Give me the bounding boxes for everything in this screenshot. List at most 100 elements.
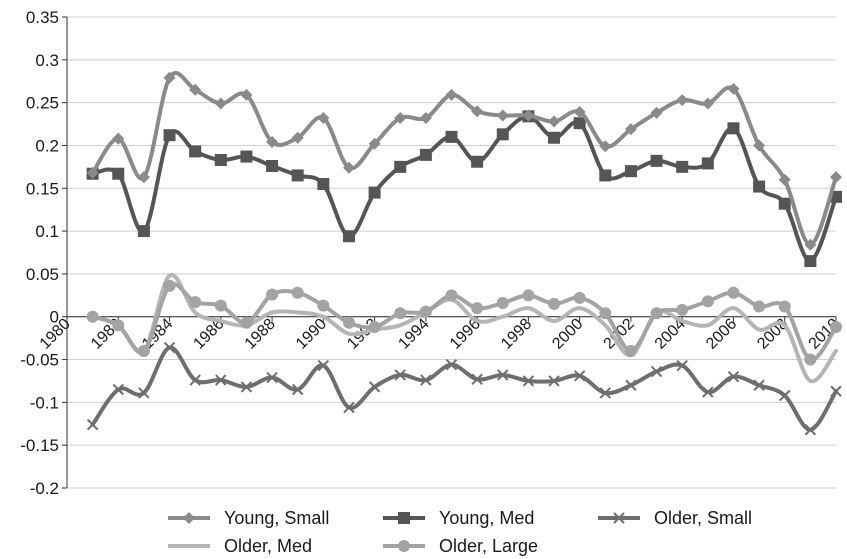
data-point (419, 305, 432, 318)
data-point (830, 321, 842, 334)
data-point (804, 353, 817, 366)
data-point (394, 112, 407, 125)
data-point (701, 97, 714, 110)
data-point (702, 386, 714, 398)
data-point (548, 297, 561, 310)
y-tick-label: 0.25 (26, 94, 59, 113)
data-point (137, 344, 150, 357)
y-tick-label: -0.1 (30, 393, 59, 412)
axes (66, 17, 836, 488)
data-point (804, 255, 817, 268)
series-line-young-med (90, 114, 838, 264)
data-point (625, 379, 637, 391)
y-tick-label: -0.05 (20, 351, 59, 370)
data-point (86, 418, 99, 431)
data-point (496, 297, 509, 310)
data-point (138, 387, 150, 399)
data-point (624, 123, 637, 136)
data-point (291, 169, 304, 182)
legend-item-young-small: Young, Small (168, 508, 329, 528)
data-point (240, 150, 253, 163)
data-point (266, 136, 279, 149)
data-point (830, 171, 842, 184)
data-point (522, 375, 535, 387)
series-line-older-small (90, 345, 838, 432)
data-point (317, 177, 330, 190)
legend-label: Young, Small (224, 508, 329, 528)
data-point (753, 180, 766, 193)
data-point (701, 157, 714, 170)
y-tick-label: 0 (50, 308, 59, 327)
data-point (240, 316, 253, 329)
data-point (650, 307, 663, 320)
data-point (445, 130, 458, 143)
data-point (343, 401, 355, 414)
data-point (497, 369, 509, 381)
gridlines (67, 16, 836, 489)
data-point (189, 296, 202, 309)
data-point (240, 88, 253, 101)
data-point (266, 288, 279, 301)
data-point (189, 83, 202, 96)
data-point (368, 321, 381, 334)
data-point (727, 286, 740, 299)
data-point (471, 373, 483, 385)
data-point (291, 131, 304, 144)
data-point (215, 374, 227, 386)
data-point (163, 129, 176, 142)
data-point (778, 173, 791, 186)
data-point (599, 387, 612, 399)
data-point (676, 94, 689, 107)
y-tick-label: -0.15 (20, 436, 59, 455)
data-point (266, 371, 278, 384)
data-point (368, 381, 381, 393)
data-point (112, 167, 125, 180)
data-point (599, 169, 612, 182)
y-tick-label: 0.35 (26, 8, 59, 27)
data-point (624, 165, 637, 178)
data-point (573, 370, 586, 382)
series-older-large (86, 279, 842, 366)
data-point (548, 375, 560, 387)
data-point (163, 341, 176, 354)
data-point (240, 381, 253, 393)
data-point (496, 109, 509, 122)
data-point (189, 374, 201, 386)
data-point (753, 379, 765, 391)
data-point (778, 300, 791, 313)
data-point (650, 154, 663, 167)
data-point (86, 310, 99, 323)
data-point (368, 137, 381, 150)
data-point (548, 131, 561, 144)
data-point (266, 160, 279, 173)
data-point (727, 370, 740, 383)
data-point (214, 299, 227, 312)
y-axis-tick-labels: 0.35 0.3 0.25 0.2 0.15 0.1 0.05 0 -0.05 -0.1 -0.15… (20, 8, 67, 498)
x-tick-label: 1998 (498, 315, 535, 352)
data-point (394, 369, 406, 381)
legend-marker (398, 512, 410, 524)
series-line-older-med (90, 273, 838, 384)
data-point (445, 358, 458, 371)
data-point (394, 160, 407, 173)
legend-label: Older, Small (654, 508, 752, 528)
data-point (189, 145, 202, 158)
series-young-small (86, 70, 842, 251)
data-point (471, 155, 484, 168)
series-line-young-small (90, 70, 838, 247)
data-point (522, 109, 535, 122)
series-young-med (86, 110, 842, 268)
data-point (112, 383, 124, 396)
y-tick-label: 0.2 (35, 136, 59, 155)
data-point (86, 166, 99, 179)
y-tick-label: 0.3 (35, 51, 59, 70)
x-tick-label: 2006 (703, 315, 740, 352)
data-point (573, 117, 586, 130)
data-point (317, 299, 330, 312)
data-point (753, 139, 766, 152)
series-older-med (90, 273, 838, 384)
series-older-small (86, 341, 842, 436)
data-point (727, 122, 740, 135)
x-tick-label: 1980 (37, 315, 74, 352)
